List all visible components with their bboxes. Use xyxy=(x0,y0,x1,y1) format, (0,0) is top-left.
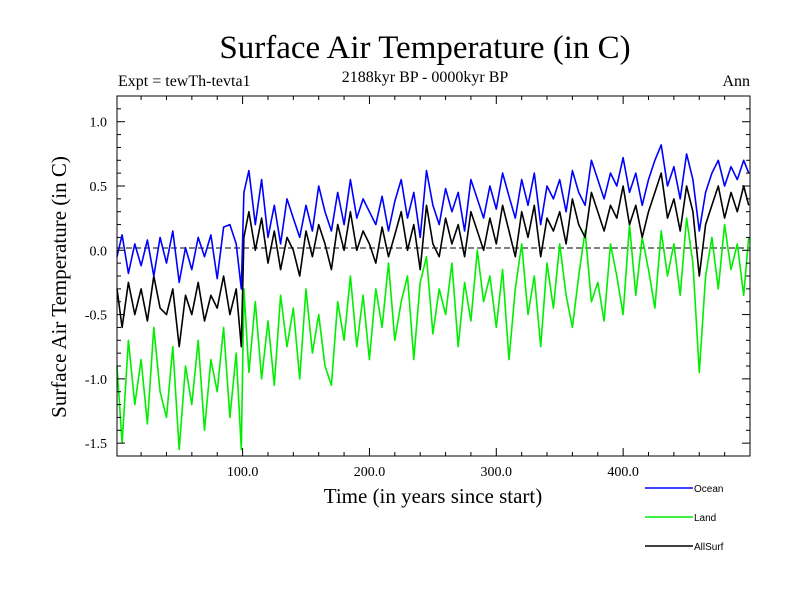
x-ticks: 100.0 200.0 300.0 400.0 xyxy=(140,96,726,480)
x-tick-label: 400.0 xyxy=(607,465,639,480)
series-line-ocean xyxy=(116,144,750,290)
chart-title: Surface Air Temperature (in C) xyxy=(219,30,630,66)
legend-label-allsurf: AllSurf xyxy=(694,542,724,553)
legend: Ocean Land AllSurf xyxy=(645,484,724,553)
y-tick-label: -1.0 xyxy=(85,373,107,388)
chart-subtitle: 2188kyr BP - 0000kyr BP xyxy=(342,69,509,86)
legend-label-ocean: Ocean xyxy=(694,484,723,495)
series-line-land xyxy=(116,217,750,451)
y-tick-label: -0.5 xyxy=(85,309,107,324)
y-tick-label: 0.0 xyxy=(90,244,108,259)
legend-label-land: Land xyxy=(694,513,716,524)
x-tick-label: 200.0 xyxy=(354,465,386,480)
y-ticks: -1.5 -1.0 -0.5 0.0 0.5 1.0 xyxy=(85,95,750,457)
y-tick-label: 1.0 xyxy=(90,116,108,131)
season-label: Ann xyxy=(722,73,750,90)
x-axis-label: Time (in years since start) xyxy=(324,484,543,508)
y-axis-label: Surface Air Temperature (in C) xyxy=(47,156,71,418)
x-tick-label: 300.0 xyxy=(481,465,513,480)
series-line-allsurf xyxy=(116,172,750,348)
plot-frame xyxy=(116,95,751,457)
y-tick-label: -1.5 xyxy=(85,437,107,452)
series-layer xyxy=(116,144,750,451)
y-tick-label: 0.5 xyxy=(90,180,108,195)
experiment-label: Expt = tewTh-tevta1 xyxy=(118,73,251,90)
x-tick-label: 100.0 xyxy=(227,465,259,480)
